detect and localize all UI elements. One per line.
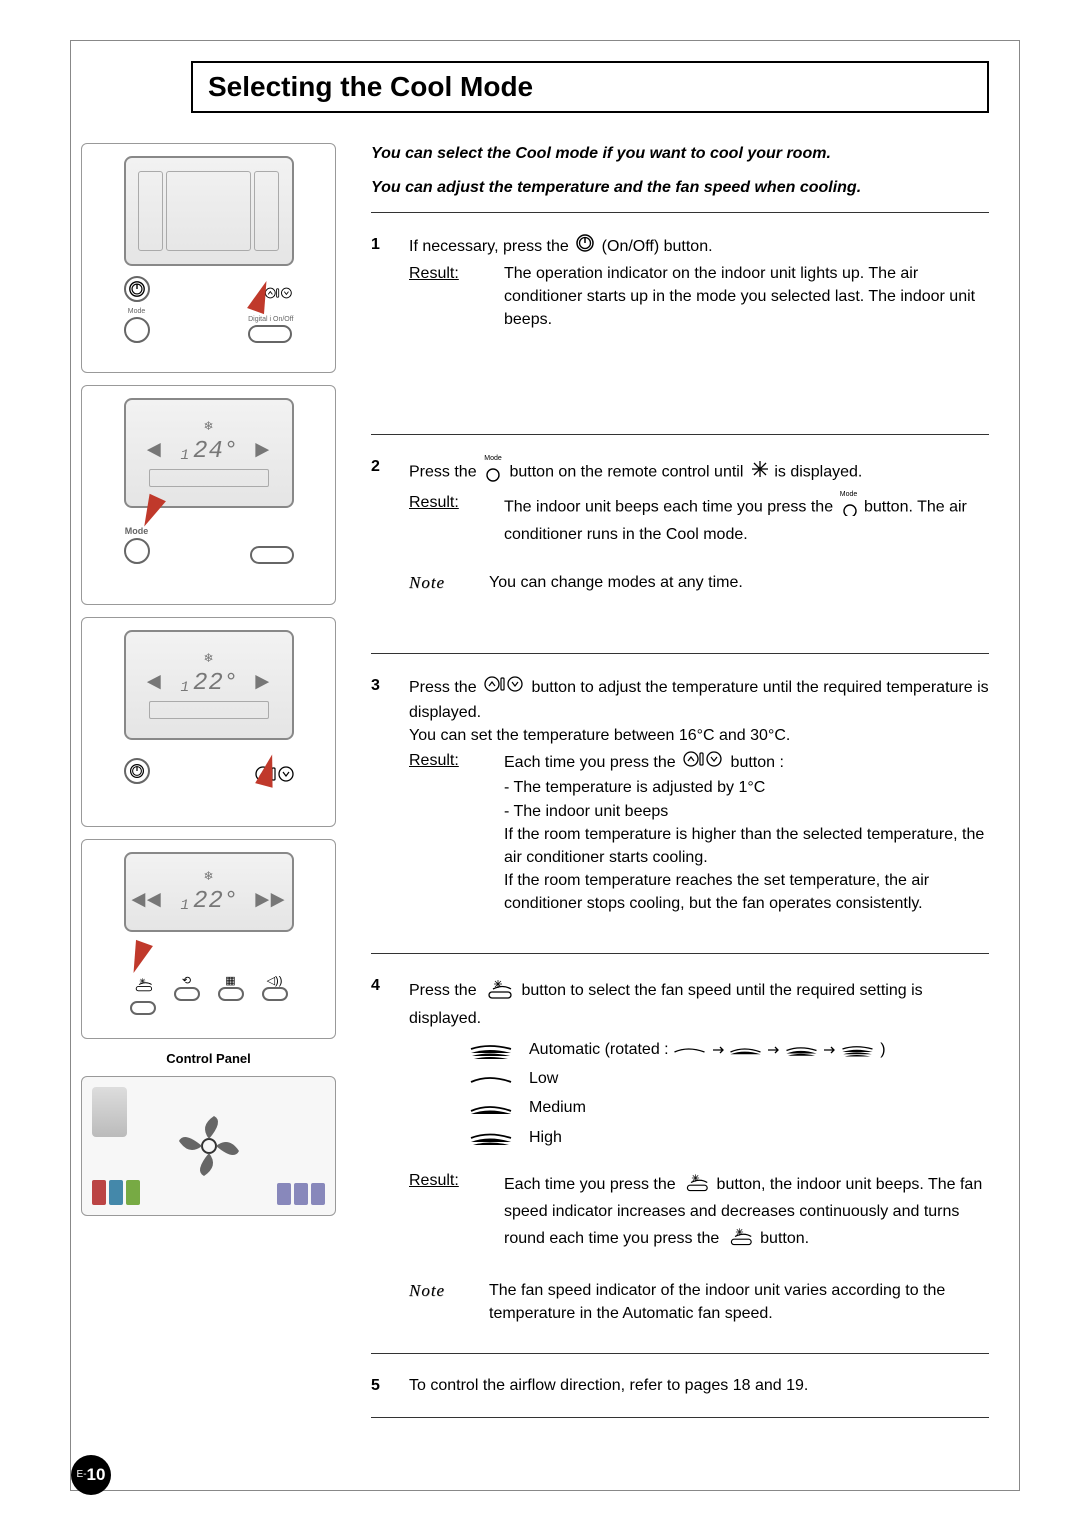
- mode-icon: Mode: [840, 491, 858, 523]
- note-label: Note: [409, 1279, 464, 1325]
- display-temp-1: ◄ ₁24° ►: [147, 438, 270, 465]
- step-2-text-c: is displayed.: [774, 463, 862, 480]
- step-number: 5: [371, 1374, 389, 1397]
- page-number-badge: E-10: [71, 1455, 111, 1495]
- snowflake-icon: [750, 459, 768, 484]
- result-label: Result:: [409, 262, 479, 332]
- intro-line-2: You can adjust the temperature and the f…: [371, 177, 989, 199]
- step-4-result: Each time you press the button, the indo…: [504, 1169, 989, 1255]
- step-2-text-a: Press the: [409, 463, 481, 480]
- result-label: Result:: [409, 491, 479, 546]
- divider: [371, 1353, 989, 1354]
- title-bar: Selecting the Cool Mode: [191, 61, 989, 113]
- divider: [371, 953, 989, 954]
- onoff-label: Digital i On/Off: [248, 316, 293, 323]
- remote-screen-22a: ❄ ◄ ₁22° ►: [124, 630, 294, 740]
- step-2-note: You can change modes at any time.: [489, 571, 989, 596]
- step-1: 1 If necessary, press the (On/Off) butto…: [371, 225, 989, 422]
- step-5: 5 To control the airflow direction, refe…: [371, 1366, 989, 1405]
- divider: [371, 653, 989, 654]
- remote-screen-22b: ❄ ◄◄ ₁22° ►►: [124, 852, 294, 932]
- fan-button-icon: [483, 974, 515, 1007]
- fan-high-label: High: [529, 1126, 562, 1149]
- mode-button-icon-2: [124, 538, 150, 564]
- step-3-text-a: Press the: [409, 679, 481, 696]
- step-5-text: To control the airflow direction, refer …: [409, 1374, 989, 1397]
- result-label: Result:: [409, 1169, 479, 1255]
- step-2-result: The indoor unit beeps each time you pres…: [504, 491, 989, 546]
- mode-label: Mode: [124, 308, 150, 315]
- fan-medium-label: Medium: [529, 1096, 586, 1119]
- power-button-icon: [124, 276, 150, 302]
- step-4: 4 Press the button to select the fan spe…: [371, 966, 989, 1341]
- step-number: 1: [371, 233, 389, 332]
- result-label: Result:: [409, 749, 479, 915]
- fan-medium-icon: [469, 1099, 514, 1117]
- display-temp-3: ◄◄ ₁22° ►►: [131, 888, 285, 915]
- fan-high-icon: [469, 1128, 514, 1146]
- fan-auto-label: Automatic (rotated :: [529, 1041, 673, 1058]
- note-label: Note: [409, 571, 464, 596]
- fan-auto-icon: [469, 1041, 514, 1059]
- control-panel-ill: [81, 1076, 336, 1216]
- remote-ill-4: ❄ ◄◄ ₁22° ►► ⟲ ▦ ◁)): [81, 839, 336, 1039]
- fan-blade-icon: [174, 1111, 244, 1181]
- intro-line-1: You can select the Cool mode if you want…: [371, 143, 989, 165]
- instruction-column: You can select the Cool mode if you want…: [371, 143, 989, 1430]
- digital-button-icon: [250, 546, 294, 564]
- step-3-result: Each time you press the button : - The t…: [504, 749, 989, 915]
- fan-small-icon: [132, 974, 154, 996]
- fan-low-icon: [469, 1070, 514, 1088]
- temp-adjust-icon: [682, 749, 724, 776]
- remote-ill-1: Mode Digital i On/Off: [81, 143, 336, 373]
- step-number: 4: [371, 974, 389, 1326]
- control-panel-caption: Control Panel: [81, 1051, 336, 1066]
- page-frame: Selecting the Cool Mode: [70, 40, 1020, 1491]
- fan-speed-list: Automatic (rotated : ): [469, 1038, 989, 1149]
- step-2-text-b: button on the remote control until: [509, 463, 747, 480]
- divider: [371, 1417, 989, 1418]
- illustration-column: Mode Digital i On/Off ❄ ◄ ₁24° ►: [81, 143, 336, 1430]
- remote-ill-2: ❄ ◄ ₁24° ► Mode: [81, 385, 336, 605]
- display-temp-2: ◄ ₁22° ►: [147, 670, 270, 697]
- divider: [371, 434, 989, 435]
- step-1-text-b: (On/Off) button.: [602, 238, 713, 255]
- onoff-button-icon: [248, 325, 292, 343]
- divider: [371, 212, 989, 213]
- fan-low-label: Low: [529, 1067, 558, 1090]
- pointer-arrow-icon-4: [125, 940, 153, 976]
- step-number: 3: [371, 674, 389, 916]
- step-1-text-a: If necessary, press the: [409, 238, 573, 255]
- remote-screen-24: ❄ ◄ ₁24° ►: [124, 398, 294, 508]
- step-4-text-a: Press the: [409, 981, 481, 998]
- step-1-result: The operation indicator on the indoor un…: [504, 262, 989, 332]
- step-3: 3 Press the button to adjust the tempera…: [371, 666, 989, 941]
- page-title: Selecting the Cool Mode: [208, 71, 972, 103]
- remote-ill-3: ❄ ◄ ₁22° ►: [81, 617, 336, 827]
- step-3-text-c: You can set the temperature between 16°C…: [409, 727, 790, 744]
- step-number: 2: [371, 455, 389, 596]
- mode-icon: Mode: [483, 455, 503, 489]
- step-4-note: The fan speed indicator of the indoor un…: [489, 1279, 989, 1325]
- remote-screen-blank: [124, 156, 294, 266]
- temp-adjust-icon: [483, 674, 525, 701]
- fan-button-icon: [726, 1223, 754, 1254]
- power-icon: [575, 233, 595, 260]
- power-button-icon-2: [124, 758, 150, 784]
- fan-button-icon: [682, 1169, 710, 1200]
- mode-button-icon: [124, 317, 150, 343]
- step-2: 2 Press the Mode button on the remote co…: [371, 447, 989, 641]
